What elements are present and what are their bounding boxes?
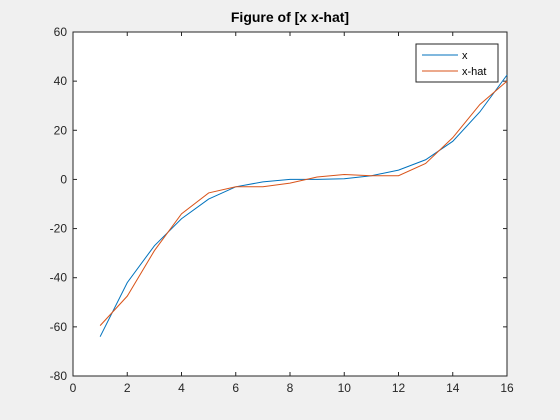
y-tick-label: -20 [50, 222, 68, 236]
x-tick-label: 8 [287, 381, 294, 395]
x-axis: 0 2 4 6 8 10 12 14 16 [70, 32, 514, 395]
legend-label-x-hat: x-hat [462, 66, 486, 78]
y-tick-label: 0 [60, 172, 67, 186]
legend-label-x: x [462, 50, 468, 62]
x-tick-label: 16 [500, 381, 514, 395]
y-tick-label: 20 [54, 123, 68, 137]
x-tick-label: 4 [178, 381, 185, 395]
x-tick-label: 14 [446, 381, 460, 395]
y-tick-label: -60 [50, 320, 68, 334]
x-tick-label: 2 [124, 381, 131, 395]
chart-title: Figure of [x x-hat] [231, 9, 349, 25]
series-line-x-hat [99, 80, 508, 326]
y-tick-label: -40 [50, 271, 68, 285]
legend: x x-hat [415, 43, 499, 83]
x-tick-label: 6 [232, 381, 239, 395]
y-axis: -80 -60 -40 -20 0 20 40 60 [50, 25, 507, 383]
x-tick-label: 12 [392, 381, 406, 395]
y-tick-label: 60 [54, 25, 68, 39]
x-tick-label: 10 [338, 381, 352, 395]
y-tick-label: -80 [50, 369, 68, 383]
series-layer [99, 74, 508, 337]
x-tick-label: 0 [70, 381, 77, 395]
y-tick-label: 40 [54, 74, 68, 88]
plot-area [72, 31, 508, 377]
legend-box [415, 43, 499, 83]
